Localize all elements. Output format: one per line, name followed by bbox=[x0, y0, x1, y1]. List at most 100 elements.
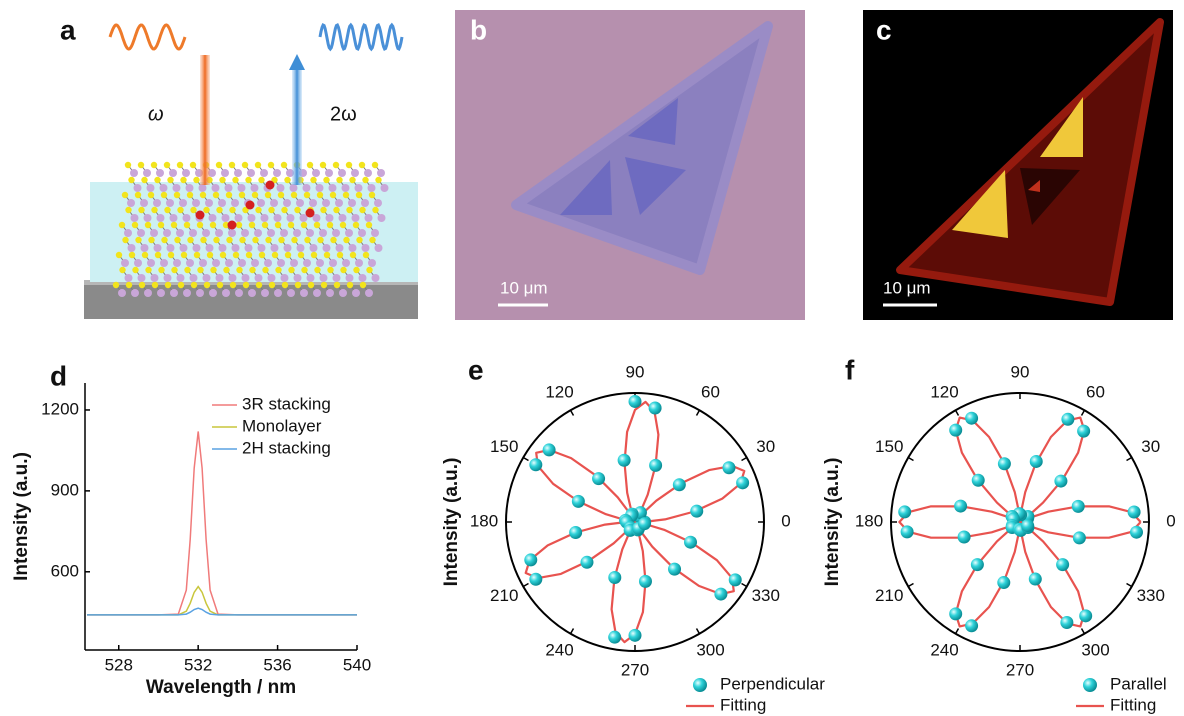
atom bbox=[145, 267, 151, 273]
atom bbox=[342, 259, 350, 267]
atom bbox=[256, 282, 262, 288]
atom bbox=[246, 252, 252, 258]
legend-swatch bbox=[1083, 678, 1097, 692]
angle-tick-label: 150 bbox=[875, 437, 903, 456]
atom bbox=[333, 274, 341, 282]
data-point bbox=[729, 573, 742, 586]
data-point bbox=[649, 402, 662, 415]
angle-tick-label: 30 bbox=[1141, 437, 1160, 456]
data-point bbox=[1072, 500, 1085, 513]
atom bbox=[141, 244, 149, 252]
atom bbox=[361, 199, 369, 207]
angle-tick-label: 240 bbox=[545, 641, 573, 660]
atom bbox=[193, 177, 199, 183]
atom bbox=[200, 192, 206, 198]
atom bbox=[151, 207, 157, 213]
shg-image: c 10 μm bbox=[863, 10, 1173, 320]
data-point bbox=[1056, 558, 1069, 571]
atom bbox=[213, 192, 219, 198]
atom bbox=[164, 162, 170, 168]
atom bbox=[298, 252, 304, 258]
atom bbox=[272, 252, 278, 258]
atom bbox=[372, 162, 378, 168]
atom bbox=[339, 214, 347, 222]
atom bbox=[197, 222, 203, 228]
x-tick-label: 540 bbox=[343, 655, 371, 674]
atom bbox=[233, 252, 239, 258]
angle-tick-label: 150 bbox=[490, 437, 518, 456]
atom bbox=[285, 252, 291, 258]
atom bbox=[375, 244, 383, 252]
atom bbox=[327, 222, 333, 228]
atom bbox=[249, 222, 255, 228]
angle-tick bbox=[908, 584, 913, 587]
atom bbox=[329, 184, 337, 192]
atom bbox=[225, 184, 233, 192]
atom bbox=[369, 192, 375, 198]
angle-tick bbox=[571, 629, 574, 634]
atom bbox=[274, 289, 282, 297]
scale-bar-label: 10 μm bbox=[883, 278, 931, 297]
atom bbox=[340, 267, 346, 273]
angle-tick bbox=[742, 584, 747, 587]
atom bbox=[249, 267, 255, 273]
label: ω bbox=[148, 103, 164, 125]
arrow-head bbox=[289, 54, 305, 70]
angle-tick-label: 90 bbox=[1011, 362, 1030, 381]
atom bbox=[262, 222, 268, 228]
atom bbox=[203, 207, 209, 213]
data-point bbox=[898, 505, 911, 518]
atom bbox=[138, 162, 144, 168]
data-point bbox=[1079, 609, 1092, 622]
data-point bbox=[638, 517, 651, 530]
data-point bbox=[998, 457, 1011, 470]
panel-label: d bbox=[50, 360, 67, 391]
atom bbox=[131, 214, 139, 222]
atom bbox=[269, 282, 275, 288]
atom bbox=[221, 169, 229, 177]
atom bbox=[326, 289, 334, 297]
atom bbox=[359, 207, 365, 213]
data-point bbox=[954, 500, 967, 513]
legend-label: 3R stacking bbox=[242, 394, 331, 413]
atom bbox=[169, 169, 177, 177]
fit-curve bbox=[899, 418, 1140, 627]
data-point bbox=[1077, 425, 1090, 438]
atom bbox=[353, 267, 359, 273]
angle-tick bbox=[1082, 629, 1085, 634]
atom bbox=[189, 229, 197, 237]
atom bbox=[362, 244, 370, 252]
angle-tick-label: 270 bbox=[1006, 660, 1034, 679]
atom bbox=[307, 162, 313, 168]
atom bbox=[205, 199, 213, 207]
atom bbox=[177, 274, 185, 282]
atom bbox=[126, 282, 132, 288]
atom bbox=[134, 259, 142, 267]
atom bbox=[131, 289, 139, 297]
atom bbox=[166, 199, 174, 207]
atom bbox=[164, 274, 172, 282]
atom bbox=[161, 192, 167, 198]
atom bbox=[200, 237, 206, 243]
atom bbox=[255, 274, 263, 282]
atom bbox=[261, 289, 269, 297]
angle-tick bbox=[742, 458, 747, 461]
atom bbox=[262, 267, 268, 273]
data-point bbox=[529, 573, 542, 586]
atom bbox=[372, 274, 380, 282]
atom bbox=[365, 289, 373, 297]
atom bbox=[230, 282, 236, 288]
atom bbox=[334, 282, 340, 288]
atom bbox=[294, 207, 300, 213]
atom bbox=[335, 199, 343, 207]
atom bbox=[297, 244, 305, 252]
atom bbox=[183, 214, 191, 222]
atom bbox=[180, 244, 188, 252]
atom bbox=[317, 237, 323, 243]
data-point bbox=[673, 478, 686, 491]
atom bbox=[209, 289, 217, 297]
atom bbox=[212, 259, 220, 267]
atom bbox=[119, 222, 125, 228]
atom bbox=[236, 267, 242, 273]
optical-image: b 10 μm bbox=[455, 10, 805, 320]
